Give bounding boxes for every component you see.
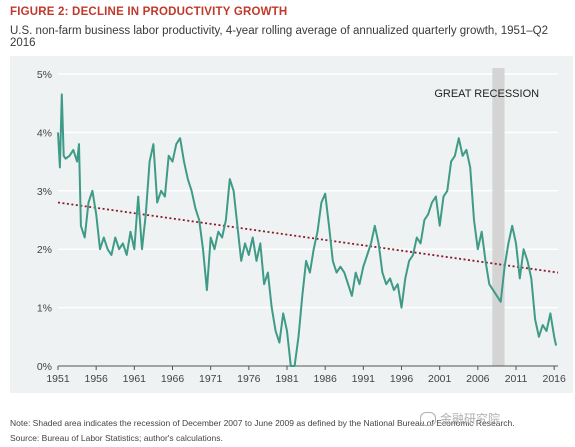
figure-title: FIGURE 2: DECLINE IN PRODUCTIVITY GROWTH [10, 6, 288, 18]
x-tick-label: 1981 [275, 373, 299, 385]
x-tick-label: 2001 [428, 373, 452, 385]
x-tick-label: 1956 [84, 373, 108, 385]
x-tick-label: 1961 [123, 373, 147, 385]
y-tick-label: 4% [37, 127, 52, 139]
x-tick-label: 2016 [543, 373, 567, 385]
recession-annotation: GREAT RECESSION [434, 88, 539, 100]
figure-subtitle: U.S. non-farm business labor productivit… [10, 25, 549, 49]
x-tick-label: 1966 [161, 373, 185, 385]
wechat-logo-icon [420, 411, 436, 426]
figure-note: Note: Shaded area indicates the recessio… [10, 418, 515, 428]
productivity-series-line [57, 93, 558, 367]
y-tick-label: 2% [37, 244, 52, 256]
y-tick-label: 5% [37, 69, 52, 81]
chart-panel: 0% 1% 2% 3% 4% 5% GREAT RECESSION 1951 1956 1961 1… [10, 56, 573, 393]
productivity-line-chart: 0% 1% 2% 3% 4% 5% GREAT RECESSION 1951 1956 1961 1… [37, 68, 567, 385]
x-tick-label: 1991 [352, 373, 376, 385]
watermark-text: 金融研究院 [440, 412, 501, 426]
x-tick-label: 1971 [199, 373, 223, 385]
y-tick-label: 0% [37, 361, 52, 373]
x-tick-label: 1976 [237, 373, 261, 385]
x-tick-label: 2006 [466, 373, 490, 385]
y-tick-label: 3% [37, 186, 52, 198]
y-tick-label: 1% [37, 303, 52, 315]
recession-band [492, 68, 505, 366]
watermark: 金融研究院 [420, 410, 500, 427]
x-tick-label: 1986 [313, 373, 337, 385]
x-tick-label: 2011 [505, 373, 528, 385]
trend-line [57, 201, 559, 274]
figure-source: Source: Bureau of Labor Statistics; auth… [10, 433, 223, 443]
x-tick-label: 1996 [390, 373, 414, 385]
x-tick-label: 1951 [46, 373, 70, 385]
